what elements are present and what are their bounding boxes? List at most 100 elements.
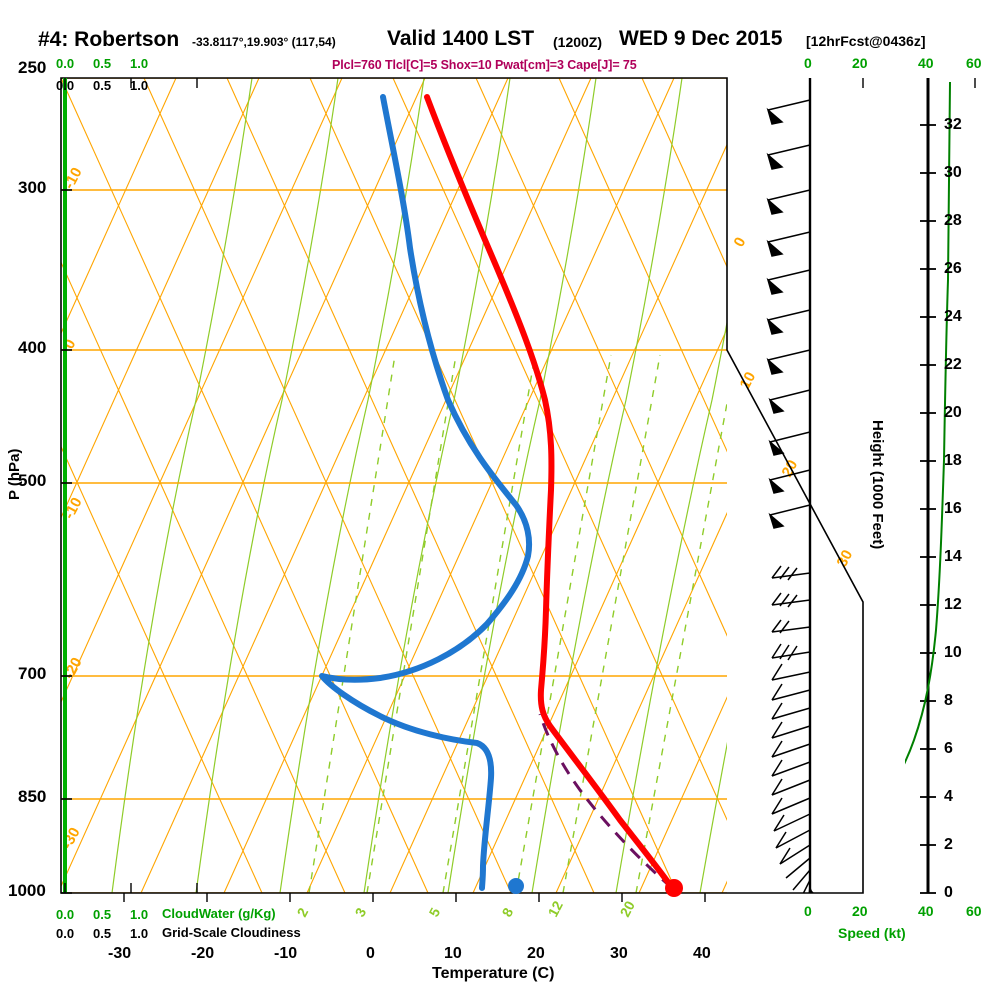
wind-barb (766, 99, 811, 125)
pressure-axis-ticks (61, 189, 72, 894)
height-tick-22: 22 (944, 356, 962, 373)
wind-barb (773, 813, 811, 832)
wind-barb (768, 504, 811, 529)
cloudwater-bottom-tick-2: 1.0 (130, 907, 149, 922)
moist-adiabat-lines (111, 78, 727, 893)
wind-barb (771, 797, 811, 815)
height-tick-6: 6 (944, 740, 953, 757)
speed-bottom-tick-60: 60 (966, 903, 982, 919)
speed-top-tick-20: 20 (852, 55, 868, 71)
speed-bottom-tick-0: 0 (804, 903, 812, 919)
wind-barb (766, 231, 811, 257)
valid-date: WED 9 Dec 2015 (619, 27, 783, 50)
height-tick-20: 20 (944, 404, 962, 421)
wind-barb (775, 829, 811, 849)
mixing-ratio-lines (308, 354, 727, 893)
height-tick-30: 30 (944, 164, 962, 181)
temp-tick-20: 20 (527, 945, 545, 962)
pressure-axis-title: P (hPa) (6, 448, 23, 500)
station-coordinates: -33.8117°,19.903° (117,54) (192, 35, 336, 49)
speed-top-tick-40: 40 (918, 55, 934, 71)
pressure-tick-300: 300 (18, 178, 47, 197)
valid-time-label: Valid 1400 LST (387, 27, 535, 50)
speed-bottom-tick-40: 40 (918, 903, 934, 919)
svg-text:2: 2 (294, 905, 312, 920)
speed-top-tick-0: 0 (804, 55, 812, 71)
cloudiness-axis-ticks (64, 78, 198, 893)
height-tick-2: 2 (944, 836, 953, 853)
cloudwater-top-tick-2: 1.0 (130, 56, 149, 71)
cloudiness-bottom-tick-2: 1.0 (130, 926, 149, 941)
pressure-tick-850: 850 (18, 787, 47, 806)
wind-barb (808, 885, 811, 893)
wind-barb (771, 663, 811, 681)
chart-title-row: #4: Robertson -33.8117°,19.903° (117,54)… (0, 27, 1000, 53)
wind-barb (766, 349, 811, 375)
height-tick-24: 24 (944, 308, 962, 325)
height-axis-title: Height (1000 Feet) (869, 420, 886, 550)
wind-barb (766, 309, 811, 335)
temp-tick-10: 10 (444, 945, 462, 962)
height-tick-8: 8 (944, 692, 953, 709)
svg-text:12: 12 (545, 898, 567, 919)
temperature-curve (424, 94, 675, 891)
wind-barb (802, 879, 811, 893)
svg-text:30: 30 (834, 547, 857, 570)
temperature-axis-ticks (123, 893, 706, 902)
wind-barb (766, 189, 811, 215)
svg-text:3: 3 (352, 905, 370, 920)
wind-barbs (766, 99, 815, 893)
isobar-lines (61, 78, 727, 893)
wind-barb (771, 683, 811, 701)
wind-barb (766, 269, 811, 295)
isotherm-labels: -10 0 -10 -20 -30 0 10 20 30 (59, 165, 857, 852)
plot-frame (60, 77, 864, 894)
temp-tick-40: 40 (693, 945, 711, 962)
station-title: #4: Robertson (38, 28, 180, 51)
pressure-tick-250: 250 (18, 58, 47, 77)
cloudwater-bottom-tick-0: 0.0 (56, 907, 75, 922)
pressure-tick-500: 500 (18, 471, 47, 490)
height-tick-26: 26 (944, 260, 962, 277)
wind-barb (809, 889, 815, 893)
temp-tick-30: 30 (610, 945, 628, 962)
height-tick-18: 18 (944, 452, 962, 469)
sounding-parameters: Plcl=760 Tlcl[C]=5 Shox=10 Pwat[cm]=3 Ca… (332, 58, 637, 72)
speed-axis-title: Speed (kt) (838, 925, 906, 941)
dewpoint-curve (319, 94, 533, 891)
temperature-axis-title: Temperature (C) (432, 965, 555, 982)
svg-text:8: 8 (499, 905, 517, 920)
skewt-grid (61, 78, 727, 893)
cloudiness-top-tick-0: 0.0 (56, 78, 75, 93)
height-tick-14: 14 (944, 548, 962, 565)
wind-barb (771, 643, 811, 661)
svg-text:-30: -30 (59, 825, 84, 852)
wind-barb (771, 565, 811, 581)
wind-barb (771, 778, 811, 796)
cloudiness-bottom-tick-0: 0.0 (56, 926, 75, 941)
wind-barb (771, 721, 811, 739)
cloudiness-top-tick-1: 0.5 (93, 78, 112, 93)
wind-barb (768, 431, 811, 456)
speed-bottom-tick-20: 20 (852, 903, 868, 919)
mixing-ratio-value-labels: 2 3 5 8 12 20 (294, 898, 639, 919)
surface-temperature-dot (665, 879, 683, 897)
wind-barb (771, 592, 811, 608)
isotherm-lines (61, 78, 727, 893)
wind-barb (771, 759, 811, 777)
cloudiness-axis-title: Grid-Scale Cloudiness (162, 925, 301, 940)
forecast-tag: [12hrFcst@0436z] (806, 33, 926, 49)
svg-text:10: 10 (737, 369, 760, 392)
height-tick-28: 28 (944, 212, 962, 229)
height-tick-10: 10 (944, 644, 962, 661)
surface-dewpoint-dot (508, 878, 524, 894)
wind-barb (766, 144, 811, 170)
height-tick-4: 4 (944, 788, 953, 805)
temp-tick--30: -30 (108, 945, 132, 962)
speed-top-tick-60: 60 (966, 55, 982, 71)
wind-barb (785, 857, 811, 879)
height-axis-ticks (920, 124, 936, 894)
wind-barb (779, 844, 811, 865)
cloudiness-bottom-tick-1: 0.5 (93, 926, 112, 941)
